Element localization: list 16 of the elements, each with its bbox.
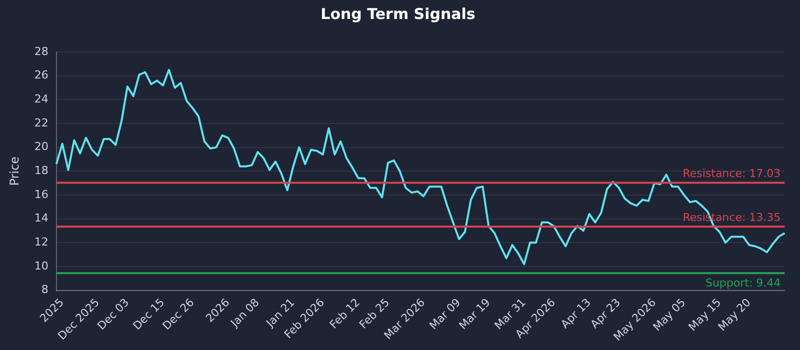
y-tick-label: 8 (41, 283, 48, 296)
y-tick-label: 12 (34, 236, 48, 249)
y-tick-label: 16 (34, 188, 48, 201)
ref-line-label: Support: 9.44 (705, 276, 781, 290)
ref-line-label: Resistance: 17.03 (682, 167, 781, 180)
y-tick-label: 18 (34, 164, 48, 178)
x-tick-label: Jan 08 (228, 296, 262, 330)
y-tick-label: 22 (34, 116, 48, 130)
y-tick-label: 14 (34, 212, 48, 225)
y-tick-label: 24 (34, 92, 48, 106)
y-tick-label: 10 (34, 259, 48, 272)
y-axis-title: Price (7, 156, 22, 186)
y-tick-label: 28 (34, 44, 48, 58)
chart-title: Long Term Signals (320, 4, 476, 23)
y-tick-label: 20 (34, 140, 48, 154)
y-tick-label: 26 (34, 68, 48, 82)
